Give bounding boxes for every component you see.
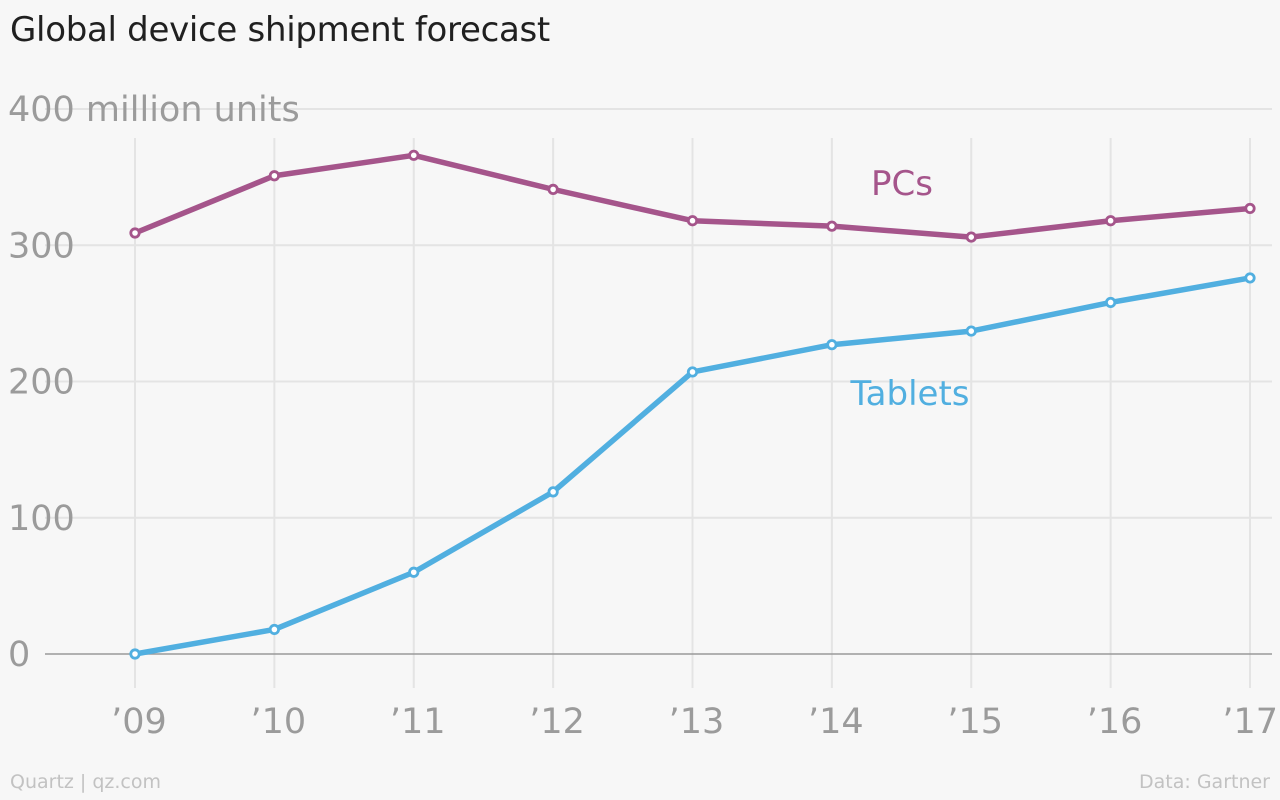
data-point — [1105, 296, 1117, 309]
x-tick-label: ’12 — [529, 702, 585, 742]
data-point — [686, 215, 699, 227]
data-point — [826, 339, 838, 351]
data-point — [268, 623, 280, 636]
gridlines — [45, 108, 1272, 688]
chart-title: Global device shipment forecast — [10, 10, 550, 50]
data-point — [1244, 272, 1256, 284]
data-point — [547, 183, 559, 195]
data-point — [547, 486, 559, 498]
footer-source: Data: Gartner — [1139, 771, 1270, 793]
series-tablets: Tablets — [129, 272, 1256, 660]
data-point — [268, 170, 280, 182]
series-pcs: PCs — [129, 149, 1256, 243]
y-tick-label: 300 — [8, 226, 75, 266]
y-tick-label: 200 — [8, 363, 75, 403]
x-tick-label: ’17 — [1222, 702, 1278, 742]
data-point — [408, 566, 420, 578]
y-axis-labels: 0 100 200 300 400 million units — [8, 90, 300, 675]
data-point — [686, 366, 699, 378]
data-point — [965, 325, 977, 337]
x-tick-label: ’10 — [251, 702, 307, 742]
y-tick-label: 100 — [8, 499, 75, 539]
data-point — [1105, 215, 1117, 227]
series-label-tablets: Tablets — [850, 374, 970, 414]
x-tick-label: ’14 — [808, 702, 864, 742]
x-tick-label: ’15 — [947, 702, 1003, 742]
data-point — [129, 648, 141, 660]
footer-credit: Quartz | qz.com — [10, 771, 162, 793]
series-label-pcs: PCs — [871, 164, 933, 204]
data-point — [826, 220, 838, 232]
y-tick-label: 0 — [8, 635, 30, 675]
x-axis-labels: ’09 ’10 ’11 ’12 ’13 ’14 ’15 ’16 ’17 — [111, 702, 1278, 742]
y-tick-label: 400 million units — [8, 90, 300, 130]
x-tick-label: ’16 — [1087, 702, 1143, 742]
data-point — [965, 231, 977, 243]
x-tick-label: ’09 — [111, 702, 167, 742]
data-point — [1244, 202, 1256, 215]
x-tick-label: ’13 — [669, 702, 725, 742]
x-tick-label: ’11 — [390, 702, 446, 742]
data-point — [129, 227, 141, 239]
data-point — [408, 149, 420, 161]
